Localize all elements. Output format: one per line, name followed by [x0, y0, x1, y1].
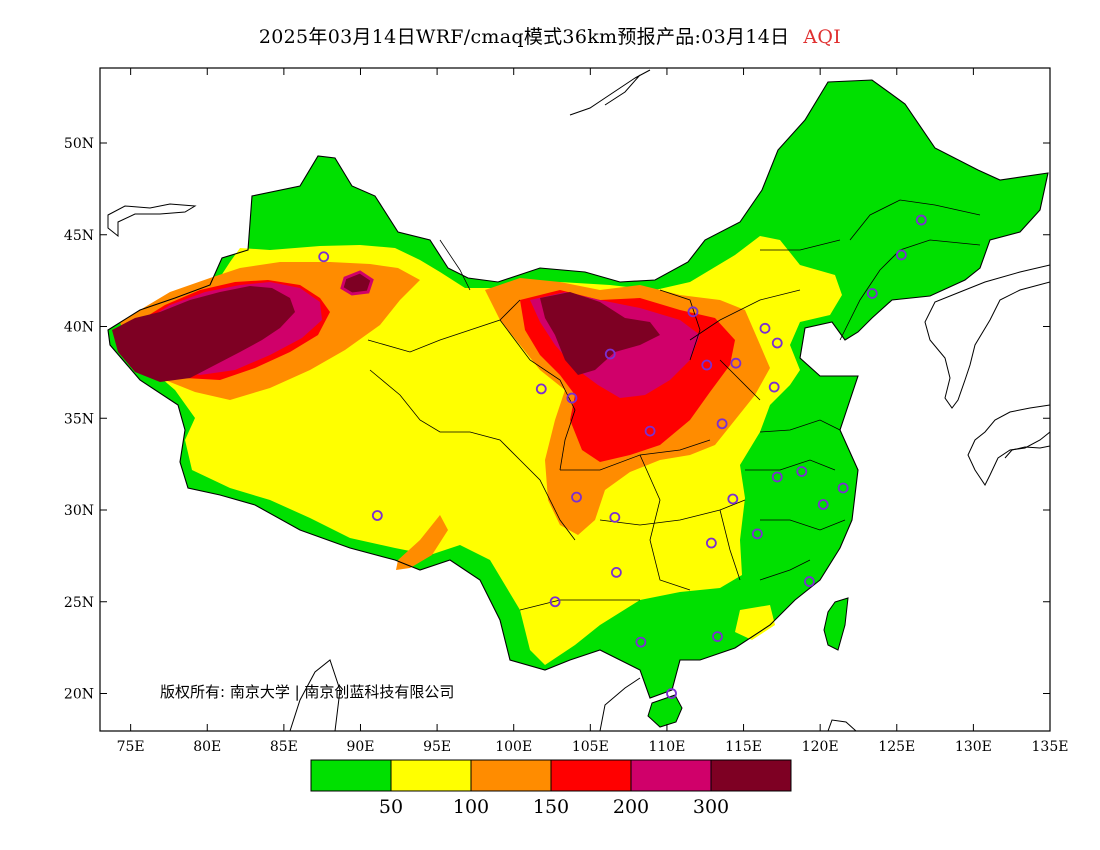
city-station-marker	[727, 493, 739, 505]
kazakh-lake	[107, 203, 197, 238]
city-station-marker	[712, 631, 723, 643]
lon-tick-label: 90E	[346, 739, 374, 755]
map-contents: 版权所有: 南京大学 | 南京创蓝科技有限公司	[107, 69, 1050, 731]
lat-tick-label: 25N	[64, 595, 94, 611]
city-station-marker	[610, 566, 622, 578]
lat-tick-label: 45N	[64, 228, 94, 244]
city-station-marker	[768, 381, 780, 393]
map-title: 2025年03月14日WRF/cmaq模式36km预报产品:03月14日 AQI	[0, 22, 1100, 49]
city-station-marker	[796, 466, 808, 477]
city-station-marker	[759, 322, 771, 334]
lon-tick-label: 130E	[955, 739, 992, 755]
legend-swatch	[630, 759, 712, 792]
legend-swatch	[550, 759, 632, 792]
city-station-marker	[817, 499, 829, 510]
legend-label: 50	[379, 796, 403, 818]
small-island-south	[827, 719, 857, 731]
russia-coast	[569, 69, 651, 116]
lon-tick-label: 120E	[802, 739, 839, 755]
title-text: 2025年03月14日WRF/cmaq模式36km预报产品:03月14日	[258, 26, 790, 48]
lat-tick-label: 35N	[64, 411, 94, 427]
city-station-marker	[549, 596, 561, 608]
city-station-marker	[571, 491, 582, 503]
lon-tick-label: 125E	[878, 739, 915, 755]
city-station-marker	[751, 528, 763, 540]
lon-tick-label: 80E	[193, 739, 221, 755]
taiwan-outline	[823, 597, 849, 651]
city-station-marker	[915, 214, 927, 226]
lon-tick-label: 85E	[270, 739, 298, 755]
lon-tick-label: 100E	[495, 739, 532, 755]
city-station-marker	[609, 511, 621, 523]
city-station-marker	[705, 537, 717, 549]
aqi-hotspot-urumqi	[340, 270, 374, 296]
japan-kyushu	[1004, 445, 1050, 459]
legend-swatch	[310, 759, 392, 792]
city-station-marker	[666, 688, 677, 699]
korea-coast	[924, 264, 1050, 409]
lat-tick-label: 20N	[64, 687, 94, 703]
city-station-marker	[371, 510, 383, 521]
city-station-marker	[566, 392, 578, 404]
legend-label: 200	[613, 796, 649, 818]
city-station-marker	[730, 357, 742, 369]
aqi-legend: 50 100 150 200 300	[310, 759, 792, 818]
lat-tick-label: 50N	[64, 136, 94, 152]
legend-label: 100	[453, 796, 489, 818]
lon-tick-label: 110E	[648, 739, 685, 755]
title-variable: AQI	[803, 26, 842, 48]
legend-label: 150	[533, 796, 569, 818]
city-station-marker	[837, 482, 849, 494]
city-station-marker	[318, 251, 330, 263]
latitude-axis: 50N 45N 40N 35N 30N 25N 20N	[64, 136, 1050, 703]
legend-label: 300	[693, 796, 729, 818]
lon-tick-label: 105E	[572, 739, 609, 755]
city-station-marker	[701, 359, 713, 371]
legend-swatch	[390, 759, 472, 792]
lat-tick-label: 40N	[64, 320, 94, 336]
lon-tick-label: 75E	[117, 739, 145, 755]
city-station-marker	[604, 348, 616, 360]
station-markers	[318, 214, 927, 699]
aqi-layer-usg-tibet	[396, 515, 448, 570]
legend-swatch	[470, 759, 552, 792]
aqi-layer-hazardous	[112, 286, 295, 382]
map-frame	[99, 67, 1051, 732]
aqi-layer-hazardous-central	[540, 292, 660, 375]
lon-tick-label: 95E	[423, 739, 451, 755]
aqi-layer-moderate-ne	[735, 605, 775, 640]
legend-swatch	[710, 759, 792, 792]
city-station-marker	[804, 576, 815, 587]
province-boundaries	[367, 199, 981, 611]
city-station-marker	[716, 418, 728, 430]
lon-tick-label: 115E	[725, 739, 762, 755]
sea-coast-south	[289, 659, 641, 731]
city-station-marker	[866, 288, 878, 299]
city-station-marker	[687, 306, 699, 318]
copyright-text: 版权所有: 南京大学 | 南京创蓝科技有限公司	[160, 683, 454, 701]
lat-tick-label: 30N	[64, 503, 94, 519]
city-station-marker	[895, 249, 907, 261]
longitude-axis: 75E 80E 85E 90E 95E 100E 105E 110E 115E 120E 125E 1…	[117, 68, 1069, 755]
city-station-marker	[535, 383, 547, 395]
china-border	[107, 79, 1049, 699]
city-station-marker	[771, 337, 783, 349]
city-station-marker	[771, 471, 783, 483]
city-station-marker	[644, 425, 656, 437]
city-station-marker	[635, 636, 647, 648]
lon-tick-label: 135E	[1032, 739, 1069, 755]
